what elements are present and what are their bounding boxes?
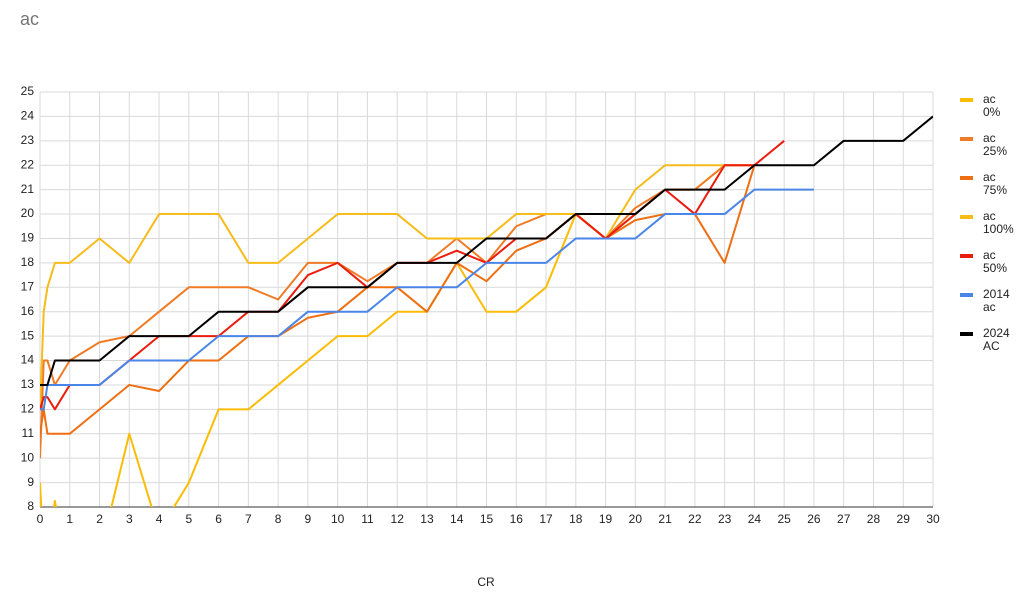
- legend-swatch: [960, 176, 973, 180]
- x-tick-label: 0: [37, 512, 44, 526]
- legend-label: 2024 AC: [983, 326, 1010, 353]
- y-tick-label: 11: [22, 426, 35, 440]
- x-tick-label: 2: [96, 512, 103, 526]
- y-tick-label: 13: [21, 377, 35, 391]
- x-tick-label: 26: [807, 512, 821, 526]
- x-tick-label: 22: [688, 512, 702, 526]
- x-tick-label: 28: [867, 512, 881, 526]
- legend-label: ac 100%: [983, 209, 1014, 236]
- legend-label: 2014 ac: [983, 287, 1010, 314]
- x-tick-label: 6: [215, 512, 222, 526]
- y-tick-label: 20: [21, 206, 35, 220]
- x-tick-label: 24: [748, 512, 762, 526]
- y-tick-label: 15: [21, 328, 35, 342]
- plot-area: [40, 92, 933, 507]
- x-tick-label: 13: [420, 512, 434, 526]
- y-tick-label: 10: [21, 450, 35, 464]
- x-tick-label: 30: [926, 512, 940, 526]
- x-tick-label: 8: [275, 512, 282, 526]
- legend-label: ac 50%: [983, 248, 1007, 275]
- x-tick-label: 16: [510, 512, 524, 526]
- legend-swatch: [960, 293, 973, 297]
- x-tick-label: 20: [629, 512, 643, 526]
- x-tick-label: 3: [126, 512, 133, 526]
- legend-swatch: [960, 215, 973, 219]
- y-tick-label: 8: [27, 499, 34, 513]
- y-tick-label: 18: [21, 255, 35, 269]
- x-tick-label: 11: [361, 512, 374, 526]
- x-tick-label: 5: [185, 512, 192, 526]
- y-tick-label: 25: [21, 84, 35, 98]
- legend-swatch: [960, 98, 973, 102]
- y-tick-label: 9: [27, 475, 34, 489]
- legend-label: ac 0%: [983, 92, 1001, 119]
- chart-title: ac: [20, 9, 39, 29]
- series-line: [40, 188, 814, 411]
- x-tick-label: 25: [777, 512, 791, 526]
- x-tick-label: 19: [599, 512, 613, 526]
- series-line: [40, 164, 755, 459]
- x-tick-label: 9: [305, 512, 312, 526]
- x-tick-label: 14: [450, 512, 464, 526]
- x-tick-label: 1: [66, 512, 73, 526]
- x-tick-label: 10: [331, 512, 345, 526]
- legend-swatch: [960, 254, 973, 258]
- series-line: [40, 115, 933, 386]
- x-tick-label: 4: [156, 512, 163, 526]
- legend-label: ac 75%: [983, 170, 1007, 197]
- legend-label: ac 25%: [983, 131, 1007, 158]
- y-tick-label: 16: [21, 304, 35, 318]
- legend-swatch: [960, 137, 973, 141]
- y-tick-label: 21: [21, 182, 35, 196]
- y-tick-label: 14: [21, 353, 35, 367]
- x-axis-label: CR: [477, 575, 495, 589]
- y-tick-label: 19: [21, 231, 35, 245]
- y-tick-label: 17: [21, 279, 35, 293]
- x-tick-label: 18: [569, 512, 583, 526]
- y-tick-label: 12: [21, 402, 35, 416]
- legend-swatch: [960, 332, 973, 336]
- y-tick-label: 22: [21, 157, 35, 171]
- x-tick-label: 23: [718, 512, 732, 526]
- y-tick-label: 24: [21, 109, 35, 123]
- x-tick-label: 27: [837, 512, 851, 526]
- x-tick-label: 15: [480, 512, 494, 526]
- series-line: [40, 164, 756, 435]
- x-tick-label: 29: [897, 512, 911, 526]
- x-tick-label: 12: [391, 512, 405, 526]
- x-tick-label: 17: [539, 512, 553, 526]
- y-tick-label: 23: [21, 133, 35, 147]
- x-tick-label: 7: [245, 512, 252, 526]
- x-tick-label: 21: [658, 512, 672, 526]
